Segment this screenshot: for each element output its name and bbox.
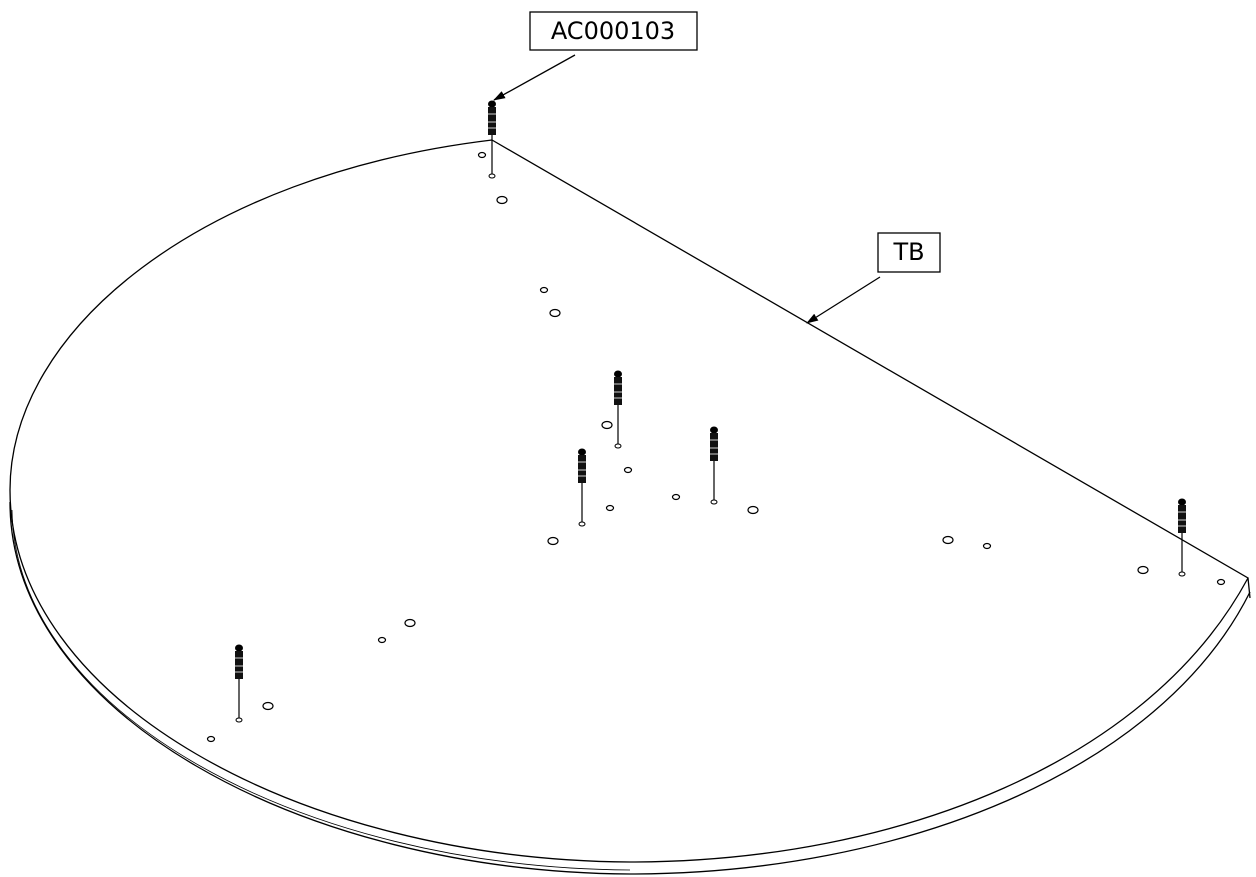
leader — [493, 54, 576, 101]
pins — [234, 99, 1187, 723]
callout-ac: AC000103 — [493, 11, 698, 101]
callout-box — [877, 232, 941, 273]
holes — [206, 151, 1226, 743]
leader — [806, 276, 881, 324]
plate — [9, 139, 1251, 875]
callout-box — [529, 11, 698, 51]
plate-edge-inner — [11, 509, 631, 871]
callout-label: AC000103 — [551, 17, 675, 45]
plate-corner — [1247, 577, 1251, 599]
callout-tb: TB — [806, 232, 941, 324]
plate-edge — [9, 501, 1251, 875]
callout-label: TB — [892, 238, 924, 266]
plate-top — [9, 139, 1249, 863]
